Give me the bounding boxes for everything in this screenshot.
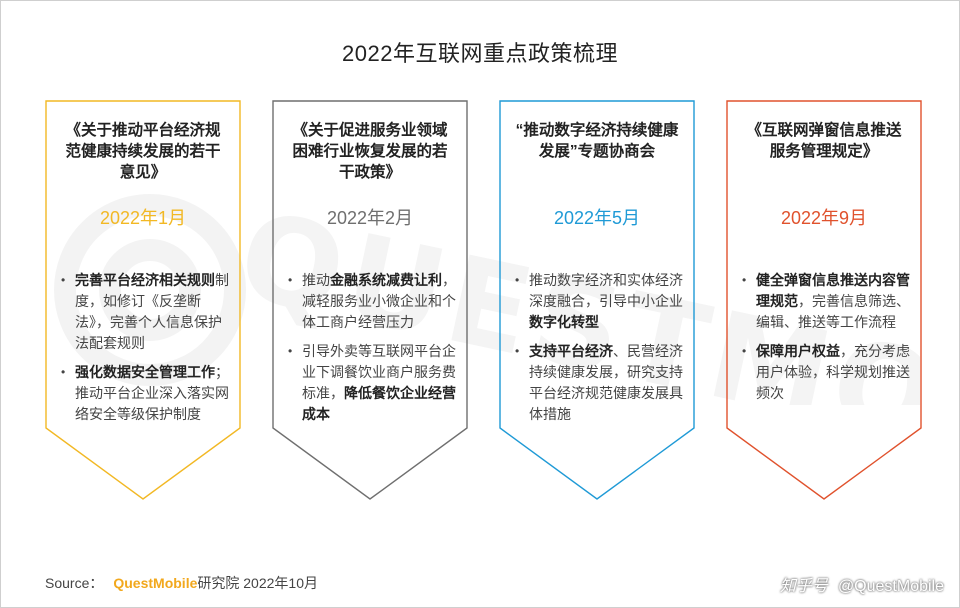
footer-platform: 知乎号	[779, 578, 828, 595]
item-text-bold: 保障用户权益	[756, 343, 840, 359]
item-text: ，减轻服务业小微企业和个体工商户经营压力	[302, 272, 456, 330]
item-text-bold: 金融系统减费让利	[330, 272, 442, 288]
card-bullet-list: • 推动金融系统减费让利，减轻服务业小微企业和个体工商户经营压力 • 引导外卖等互联网…	[286, 270, 458, 433]
card-outline-path	[45, 100, 241, 500]
item-text: 、民营经济持续健康发展，研究支持平台经济规范健康发展具体措施	[529, 343, 683, 422]
bullet-icon: •	[288, 273, 293, 287]
policy-card: 《互联网弹窗信息推送服务管理规定》 2022年9月 • 健全弹窗信息推送内容管理规范，…	[726, 100, 922, 500]
card-bullet-list: • 完善平台经济相关规则制度，如修订《反垄断法》，完善个人信息保护法配套规则 • 强化…	[59, 270, 231, 433]
item-text-bold: 降低餐饮企业经营成本	[302, 385, 456, 422]
list-item: • 完善平台经济相关规则制度，如修订《反垄断法》，完善个人信息保护法配套规则	[59, 270, 231, 354]
source-line: Source： QuestMobile研究院 2022年10月	[45, 573, 318, 593]
card-outline	[499, 100, 695, 500]
card-outline-path	[272, 100, 468, 500]
item-text-pre: 引导外卖等互联网平台企业下调餐饮业商户服务费标准，	[302, 343, 456, 401]
card-title: 《关于推动平台经济规范健康持续发展的若干意见》	[65, 122, 221, 181]
card-outline	[726, 100, 922, 500]
card-outline	[45, 100, 241, 500]
card-title: “推动数字经济持续健康发展”专题协商会	[515, 122, 679, 160]
card-title: 《关于促进服务业领域困难行业恢复发展的若干政策》	[292, 122, 448, 181]
list-item: • 推动金融系统减费让利，减轻服务业小微企业和个体工商户经营压力	[286, 270, 458, 333]
card-outline-path	[499, 100, 695, 500]
item-text-bold: 强化数据安全管理工作	[75, 364, 215, 380]
list-item: • 保障用户权益，充分考虑用户体验，科学规划推送频次	[740, 341, 912, 404]
policy-card: “推动数字经济持续健康发展”专题协商会 2022年5月 • 推动数字经济和实体经济深度…	[499, 100, 695, 500]
card-date: 2022年2月	[326, 208, 414, 228]
item-text: ，充分考虑用户体验，科学规划推送频次	[756, 343, 910, 401]
bullet-icon: •	[61, 365, 66, 379]
item-text-pre: 推动	[302, 272, 330, 288]
card-title: 《互联网弹窗信息推送服务管理规定》	[746, 122, 902, 160]
item-text-bold: 健全弹窗信息推送内容管理规范	[756, 272, 910, 309]
card-date: 2022年5月	[553, 208, 641, 228]
list-item: • 强化数据安全管理工作；推动平台企业深入落实网络安全等级保护制度	[59, 362, 231, 425]
card-bullet-list: • 健全弹窗信息推送内容管理规范，完善信息筛选、编辑、推送等工作流程 • 保障用户权益…	[740, 270, 912, 412]
card-outline	[272, 100, 468, 500]
footer-watermark: 知乎号 @QuestMobile	[780, 572, 944, 596]
footer-handle: @QuestMobile	[837, 578, 944, 595]
item-text: 制度，如修订《反垄断法》，完善个人信息保护法配套规则	[75, 272, 229, 351]
bullet-icon: •	[288, 344, 293, 358]
source-brand: QuestMobile	[113, 575, 198, 591]
item-text-bold: 完善平台经济相关规则	[75, 272, 215, 288]
source-rest: 研究院 2022年10月	[197, 575, 318, 591]
list-item: • 支持平台经济、民营经济持续健康发展，研究支持平台经济规范健康发展具体措施	[513, 341, 685, 425]
policy-card: 《关于促进服务业领域困难行业恢复发展的若干政策》 2022年2月 • 推动金融系统减费…	[272, 100, 468, 500]
list-item: • 健全弹窗信息推送内容管理规范，完善信息筛选、编辑、推送等工作流程	[740, 270, 912, 333]
item-text: ，完善信息筛选、编辑、推送等工作流程	[756, 293, 910, 330]
list-item: • 引导外卖等互联网平台企业下调餐饮业商户服务费标准，降低餐饮企业经营成本	[286, 341, 458, 425]
bullet-icon: •	[515, 273, 520, 287]
list-item: • 推动数字经济和实体经济深度融合，引导中小企业数字化转型	[513, 270, 685, 333]
card-date: 2022年1月	[99, 208, 187, 228]
item-text: ；推动平台企业深入落实网络安全等级保护制度	[75, 364, 229, 422]
card-date: 2022年9月	[780, 208, 868, 228]
card-bullet-list: • 推动数字经济和实体经济深度融合，引导中小企业数字化转型 • 支持平台经济、民营经济…	[513, 270, 685, 433]
bullet-icon: •	[61, 273, 66, 287]
page-title: 2022年互联网重点政策梳理	[342, 41, 618, 66]
policy-card: 《关于推动平台经济规范健康持续发展的若干意见》 2022年1月 • 完善平台经济相关规…	[45, 100, 241, 500]
bullet-icon: •	[742, 273, 747, 287]
item-text-bold: 数字化转型	[529, 314, 599, 330]
source-label: Source：	[45, 575, 104, 591]
bullet-icon: •	[742, 344, 747, 358]
item-text-bold: 支持平台经济	[529, 343, 613, 359]
bullet-icon: •	[515, 344, 520, 358]
item-text-pre: 推动数字经济和实体经济深度融合，引导中小企业	[529, 272, 683, 309]
card-outline-path	[726, 100, 922, 500]
